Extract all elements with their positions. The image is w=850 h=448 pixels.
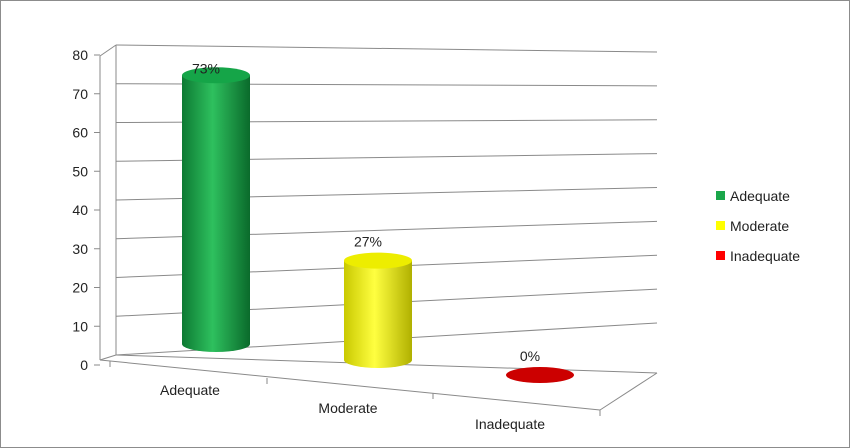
axis-line: [99, 359, 601, 411]
legend-label: Moderate: [730, 218, 789, 234]
gridline: [115, 44, 658, 53]
y-tick-label: 20: [72, 280, 88, 296]
legend-item: Inadequate: [716, 248, 800, 264]
y-tick-label: 80: [72, 47, 88, 63]
legend-swatch: [716, 191, 725, 200]
x-axis-categories: Adequate Moderate Inadequate: [160, 382, 545, 432]
legend-swatch: [716, 221, 725, 230]
y-tick-label: 10: [72, 318, 88, 334]
data-labels: 73% 27% 0%: [192, 60, 540, 364]
bar-body: [182, 75, 250, 353]
y-tick-label: 40: [72, 202, 88, 218]
y-tick-label: 0: [80, 357, 88, 373]
data-label: 0%: [520, 348, 540, 364]
bar-top: [182, 67, 250, 84]
y-axis-ticks: 0 10 20 30 40 50 60 70 80: [72, 47, 100, 373]
bar-moderate: [344, 252, 412, 368]
bar-top: [344, 252, 412, 269]
legend-label: Adequate: [730, 188, 790, 204]
legend: Adequate Moderate Inadequate: [716, 188, 800, 264]
axis-line: [599, 372, 658, 411]
axis-line: [99, 44, 117, 57]
y-tick-label: 50: [72, 163, 88, 179]
bars: [182, 67, 574, 383]
y-tick-label: 60: [72, 125, 88, 141]
axis-line: [99, 354, 117, 361]
bar-inadequate: [506, 367, 574, 383]
x-category-label: Inadequate: [475, 416, 545, 432]
bar-adequate: [182, 67, 250, 353]
x-category-label: Adequate: [160, 382, 220, 398]
data-label: 73%: [192, 60, 220, 76]
y-tick-label: 30: [72, 241, 88, 257]
legend-item: Moderate: [716, 218, 789, 234]
bar-top: [506, 367, 574, 383]
legend-swatch: [716, 251, 725, 260]
legend-item: Adequate: [716, 188, 790, 204]
bar-body: [344, 260, 412, 368]
y-tick-label: 70: [72, 86, 88, 102]
legend-label: Inadequate: [730, 248, 800, 264]
x-category-label: Moderate: [318, 400, 377, 416]
data-label: 27%: [354, 234, 382, 250]
